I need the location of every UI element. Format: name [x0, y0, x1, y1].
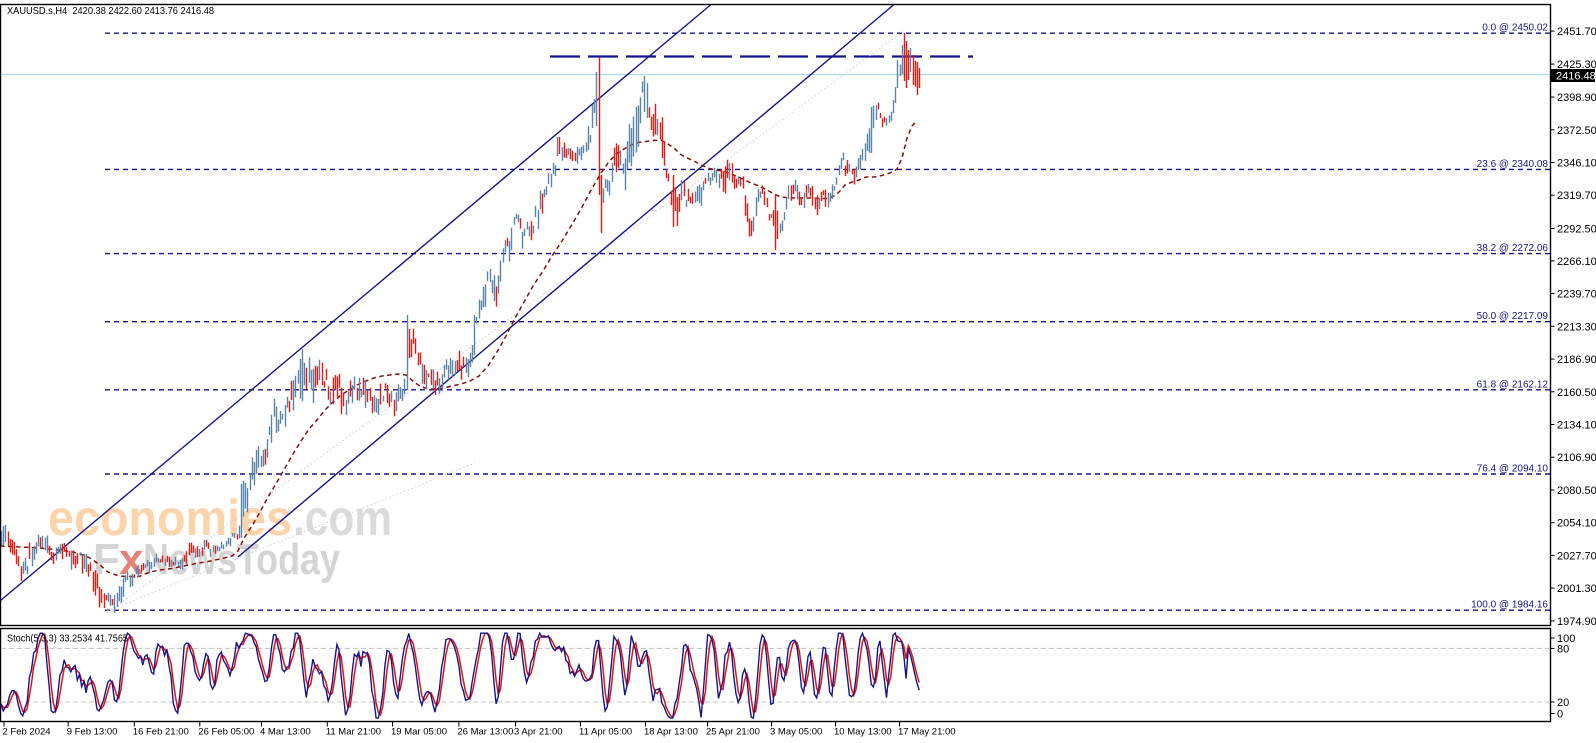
svg-text:2372.50: 2372.50: [1557, 125, 1596, 137]
svg-text:2080.50: 2080.50: [1557, 485, 1596, 497]
svg-text:Stoch(5,3,3) 33.2534 41.7565: Stoch(5,3,3) 33.2534 41.7565: [7, 634, 128, 645]
svg-text:26 Feb 05:00: 26 Feb 05:00: [198, 727, 254, 738]
svg-text:26 Mar 13:00: 26 Mar 13:00: [457, 727, 513, 738]
svg-text:2054.10: 2054.10: [1557, 518, 1596, 530]
svg-text:2425.30: 2425.30: [1557, 59, 1596, 71]
svg-text:0.0 @ 2450.02: 0.0 @ 2450.02: [1482, 23, 1548, 34]
svg-text:19 Mar 05:00: 19 Mar 05:00: [391, 727, 447, 738]
svg-text:2398.90: 2398.90: [1557, 92, 1596, 104]
svg-text:80: 80: [1557, 643, 1569, 655]
svg-text:76.4 @ 2094.10: 76.4 @ 2094.10: [1477, 464, 1549, 475]
svg-text:3 Apr 21:00: 3 Apr 21:00: [514, 727, 563, 738]
svg-text:2346.10: 2346.10: [1557, 158, 1596, 170]
svg-text:2186.90: 2186.90: [1557, 354, 1596, 366]
svg-text:2001.30: 2001.30: [1557, 583, 1596, 595]
svg-text:61.8 @ 2162.12: 61.8 @ 2162.12: [1477, 379, 1549, 390]
svg-text:18 Apr 13:00: 18 Apr 13:00: [644, 727, 698, 738]
svg-text:2106.90: 2106.90: [1557, 452, 1596, 464]
svg-text:25 Apr 21:00: 25 Apr 21:00: [706, 727, 760, 738]
svg-text:4 Mar 13:00: 4 Mar 13:00: [260, 727, 311, 738]
svg-text:2239.70: 2239.70: [1557, 289, 1596, 301]
svg-text:0: 0: [1557, 709, 1563, 721]
svg-text:9 Feb 13:00: 9 Feb 13:00: [67, 727, 118, 738]
svg-text:3 May 05:00: 3 May 05:00: [770, 727, 822, 738]
svg-text:2134.10: 2134.10: [1557, 420, 1596, 432]
svg-text:2027.70: 2027.70: [1557, 550, 1596, 562]
svg-text:2319.70: 2319.70: [1557, 190, 1596, 202]
svg-text:100.0 @ 1984.16: 100.0 @ 1984.16: [1471, 600, 1548, 611]
svg-text:2266.10: 2266.10: [1557, 256, 1596, 268]
svg-text:23.6 @ 2340.08: 23.6 @ 2340.08: [1477, 159, 1549, 170]
svg-text:2451.70: 2451.70: [1557, 26, 1596, 38]
svg-text:.com: .com: [293, 490, 392, 546]
svg-text:11 Apr 05:00: 11 Apr 05:00: [579, 727, 632, 738]
svg-text:2213.30: 2213.30: [1557, 321, 1596, 333]
svg-text:2416.48: 2416.48: [1556, 71, 1596, 83]
svg-text:20: 20: [1557, 697, 1569, 709]
svg-text:XAUUSD.s,H4 2420.38 2422.60 2: XAUUSD.s,H4 2420.38 2422.60 2413.76 2416…: [7, 5, 214, 17]
svg-text:10 May 13:00: 10 May 13:00: [834, 727, 892, 738]
svg-text:50.0 @ 2217.09: 50.0 @ 2217.09: [1477, 311, 1549, 322]
svg-text:17 May 21:00: 17 May 21:00: [898, 727, 956, 738]
svg-text:2 Feb 2024: 2 Feb 2024: [3, 727, 51, 738]
svg-text:2292.50: 2292.50: [1557, 224, 1596, 236]
svg-text:16 Feb 21:00: 16 Feb 21:00: [133, 727, 189, 738]
svg-text:1974.90: 1974.90: [1557, 616, 1596, 628]
svg-text:100: 100: [1557, 633, 1575, 645]
svg-text:38.2 @ 2272.06: 38.2 @ 2272.06: [1477, 243, 1549, 254]
svg-text:economies: economies: [48, 490, 292, 546]
svg-text:11 Mar 21:00: 11 Mar 21:00: [326, 727, 381, 738]
svg-text:2160.50: 2160.50: [1557, 387, 1596, 399]
